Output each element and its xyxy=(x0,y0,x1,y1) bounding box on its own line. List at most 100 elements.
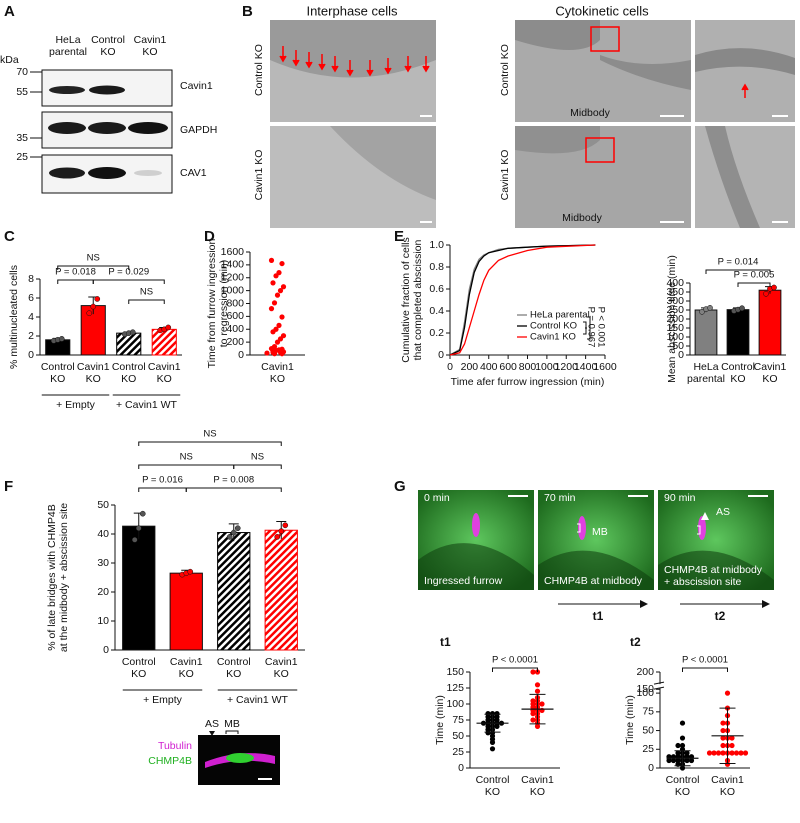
y-tick-label: 200 xyxy=(636,666,654,678)
y-tick-label: 25 xyxy=(452,746,464,758)
y-tick-label: 50 xyxy=(642,724,654,736)
frame-caption: CHMP4B at midbody xyxy=(544,575,643,587)
error-bar xyxy=(484,713,501,733)
data-point xyxy=(274,534,281,540)
axis-break xyxy=(653,686,665,690)
y-tick-label: 50 xyxy=(97,499,109,511)
data-point xyxy=(230,529,237,536)
inset-image: Tubulin CHMP4B AS MB xyxy=(148,718,280,785)
y-tick-label: 125 xyxy=(446,682,464,694)
significance-label: P < 0.0001 xyxy=(492,655,538,666)
data-point xyxy=(139,510,146,517)
y-tick-label: 200 xyxy=(226,336,244,348)
data-point xyxy=(684,750,690,756)
panel-letter: G xyxy=(394,478,406,495)
data-point xyxy=(679,765,686,771)
data-point xyxy=(675,742,681,749)
data-point xyxy=(278,528,285,534)
data-point xyxy=(715,750,722,756)
x-tick-label: Cavin1 KO xyxy=(148,361,181,385)
y-axis-label: Time from furrow ingression xyxy=(206,238,218,368)
y-axis-label: Time (min) xyxy=(624,695,636,745)
data-point xyxy=(90,303,97,310)
x-tick-label: Control KO xyxy=(476,774,510,798)
axis-break xyxy=(655,684,665,689)
significance-bracket xyxy=(138,487,187,492)
y-axis-label: Mean abscission time (min) xyxy=(666,255,678,383)
em-image xyxy=(695,20,795,122)
lane-label: Cavin1 KO xyxy=(134,34,167,58)
line-series xyxy=(449,244,596,356)
frame-time: 0 min xyxy=(424,492,450,504)
x-tick-label: Cavin1 KO xyxy=(754,361,787,385)
significance-label: P < 0.0001 xyxy=(682,655,728,666)
frame-caption: + abscission site xyxy=(664,576,741,588)
data-point xyxy=(729,735,735,741)
significance-label: P = 0.008 xyxy=(213,475,254,486)
significance-label: NS xyxy=(87,253,100,264)
x-tick-label: Control KO xyxy=(41,361,75,385)
y-tick-label: 100 xyxy=(446,698,464,710)
y-tick-label: 400 xyxy=(226,323,244,335)
significance-bracket xyxy=(92,279,165,284)
y-axis-label: % multinucleated cells xyxy=(8,265,20,369)
data-point xyxy=(699,308,705,315)
y-tick-label: 0 xyxy=(678,349,684,361)
protein-label: Cavin1 xyxy=(180,80,213,92)
lane-label: Control KO xyxy=(91,34,125,58)
y-tick-label: 100 xyxy=(666,331,684,343)
data-point xyxy=(670,757,677,764)
bar xyxy=(726,309,750,356)
y-tick-label: 4 xyxy=(28,311,34,323)
x-tick-label: Cavin1 KO xyxy=(521,774,554,798)
bar xyxy=(217,532,251,651)
data-point xyxy=(738,750,744,756)
data-point xyxy=(724,690,731,696)
y-tick-label: 300 xyxy=(666,295,684,307)
data-point xyxy=(268,306,275,312)
x-tick-label: Control KO xyxy=(112,361,146,385)
x-tick-label: 1400 xyxy=(574,361,598,373)
y-tick-label: 0 xyxy=(28,349,34,361)
y-tick-label: 40 xyxy=(97,528,109,540)
significance-bracket xyxy=(138,441,282,446)
significance-label: NS xyxy=(251,452,264,463)
legend-label: Control KO xyxy=(530,321,577,332)
data-point xyxy=(165,324,172,331)
data-point xyxy=(711,750,717,756)
legend-label: Cavin1 KO xyxy=(530,332,576,343)
chart-title: t1 xyxy=(440,635,451,649)
significance-label: NS xyxy=(180,452,193,463)
panel-letter: B xyxy=(242,3,253,20)
y-tick-label: 0 xyxy=(458,762,464,774)
x-tick-label: 600 xyxy=(499,361,517,373)
y-tick-label: 350 xyxy=(666,286,684,298)
x-axis-label: Time afer furrow ingression (min) xyxy=(451,376,605,388)
bar xyxy=(758,289,782,356)
y-tick-label: 150 xyxy=(666,322,684,334)
data-point xyxy=(534,682,541,688)
data-point xyxy=(268,257,275,263)
significance-label: P = 0.014 xyxy=(718,257,759,268)
western-blot: kDa HeLa parental Control KO Cavin1 KO 70 5… xyxy=(0,34,217,194)
error-bar xyxy=(529,693,546,725)
stain-label: Tubulin xyxy=(158,740,192,752)
data-point xyxy=(534,688,541,694)
axis-break xyxy=(653,681,665,685)
frame-time: 90 min xyxy=(664,492,696,504)
data-point xyxy=(279,260,285,267)
micrographs: Interphase cells Cytokinetic cells Contr… xyxy=(253,3,795,228)
data-point xyxy=(539,701,545,707)
data-point xyxy=(489,746,496,752)
data-point xyxy=(771,284,777,291)
midbody-label: Midbody xyxy=(562,212,602,224)
legend-label: HeLa parental xyxy=(530,310,590,321)
data-point xyxy=(720,735,726,741)
row-label: Cavin1 KO xyxy=(253,150,265,201)
data-point xyxy=(279,351,285,357)
data-point xyxy=(688,757,695,764)
y-tick-label: 1400 xyxy=(221,259,245,271)
bar xyxy=(264,529,298,651)
frame-caption: CHMP4B at midbody xyxy=(664,564,763,576)
